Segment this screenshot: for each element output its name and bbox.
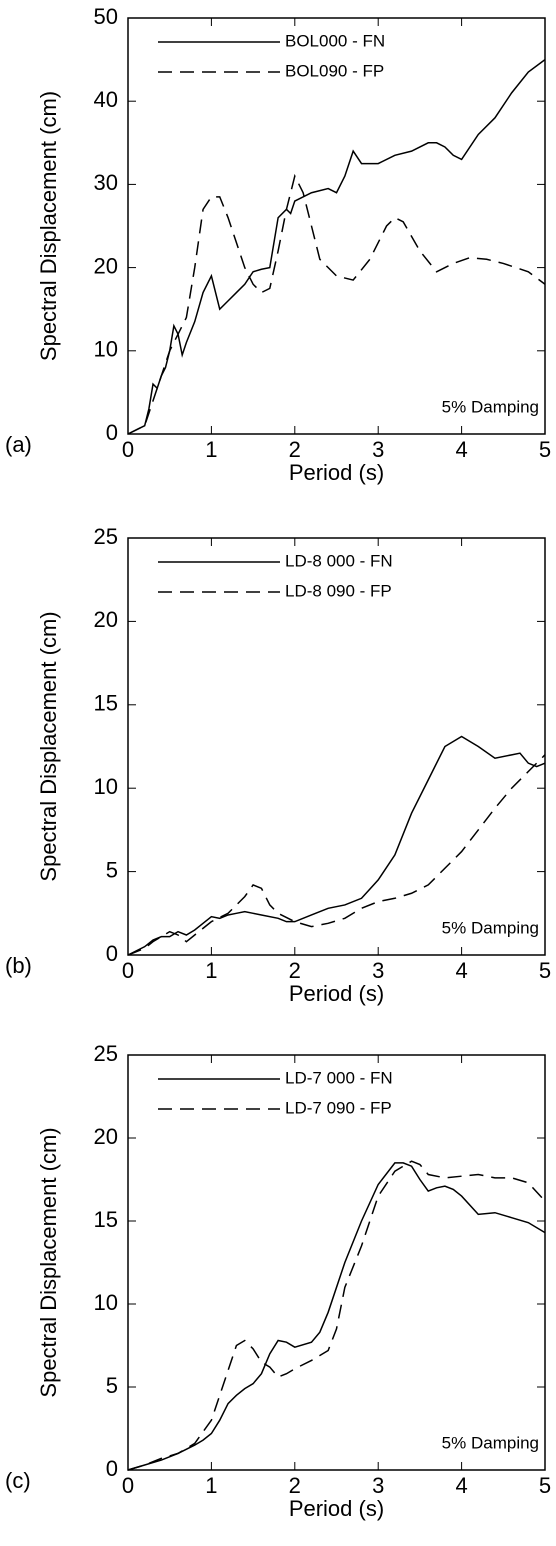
plot-frame <box>127 17 546 435</box>
y-tick-label: 10 <box>94 774 118 799</box>
y-tick-label: 5 <box>106 857 118 882</box>
data-line <box>127 754 546 956</box>
x-tick-label: 2 <box>289 437 301 462</box>
y-tick-label: 5 <box>106 1373 118 1398</box>
x-tick-label: 3 <box>372 958 384 983</box>
legend-label: BOL090 - FP <box>285 61 384 80</box>
annotation: 5% Damping <box>442 397 539 416</box>
panel-label: (c) <box>5 1468 31 1493</box>
y-tick-label: 20 <box>94 253 118 278</box>
x-tick-label: 2 <box>289 1473 301 1498</box>
y-tick-label: 10 <box>94 337 118 362</box>
x-tick-label: 1 <box>205 437 217 462</box>
x-axis-label: Period (s) <box>289 1496 384 1521</box>
x-tick-label: 2 <box>289 958 301 983</box>
y-tick-label: 20 <box>94 1124 118 1149</box>
y-axis-label: Spectral Displacement (cm) <box>36 611 61 881</box>
x-tick-label: 1 <box>205 1473 217 1498</box>
x-tick-label: 5 <box>539 437 551 462</box>
y-tick-label: 50 <box>94 4 118 29</box>
data-line <box>127 58 546 435</box>
x-tick-label: 3 <box>372 437 384 462</box>
data-line <box>127 1160 546 1471</box>
y-tick-label: 25 <box>94 524 118 549</box>
legend-label: LD-7 090 - FP <box>285 1098 392 1117</box>
x-axis-label: Period (s) <box>289 981 384 1006</box>
x-tick-label: 3 <box>372 1473 384 1498</box>
y-tick-label: 20 <box>94 607 118 632</box>
annotation: 5% Damping <box>442 1433 539 1452</box>
plot-frame <box>127 537 546 956</box>
y-tick-label: 15 <box>94 691 118 716</box>
data-line <box>127 1162 546 1471</box>
y-tick-label: 30 <box>94 170 118 195</box>
y-tick-label: 0 <box>106 420 118 445</box>
x-tick-label: 0 <box>122 1473 134 1498</box>
legend-label: LD-8 090 - FP <box>285 581 392 600</box>
x-tick-label: 4 <box>455 1473 467 1498</box>
x-tick-label: 4 <box>455 958 467 983</box>
y-tick-label: 0 <box>106 1456 118 1481</box>
legend-label: LD-7 000 - FN <box>285 1068 393 1087</box>
data-line <box>127 173 546 435</box>
x-tick-label: 5 <box>539 1473 551 1498</box>
panel-label: (a) <box>5 432 32 457</box>
y-tick-label: 25 <box>94 1041 118 1066</box>
y-tick-label: 40 <box>94 87 118 112</box>
x-tick-label: 1 <box>205 958 217 983</box>
data-line <box>127 735 546 956</box>
y-tick-label: 0 <box>106 941 118 966</box>
y-tick-label: 10 <box>94 1290 118 1315</box>
x-tick-label: 0 <box>122 437 134 462</box>
y-axis-label: Spectral Displacement (cm) <box>36 1127 61 1397</box>
y-tick-label: 15 <box>94 1207 118 1232</box>
x-tick-label: 4 <box>455 437 467 462</box>
annotation: 5% Damping <box>442 918 539 937</box>
legend-label: BOL000 - FN <box>285 31 385 50</box>
plot-frame <box>127 1054 546 1471</box>
panel-label: (b) <box>5 953 32 978</box>
x-axis-label: Period (s) <box>289 460 384 485</box>
y-axis-label: Spectral Displacement (cm) <box>36 91 61 361</box>
legend-label: LD-8 000 - FN <box>285 551 393 570</box>
x-tick-label: 0 <box>122 958 134 983</box>
x-tick-label: 5 <box>539 958 551 983</box>
